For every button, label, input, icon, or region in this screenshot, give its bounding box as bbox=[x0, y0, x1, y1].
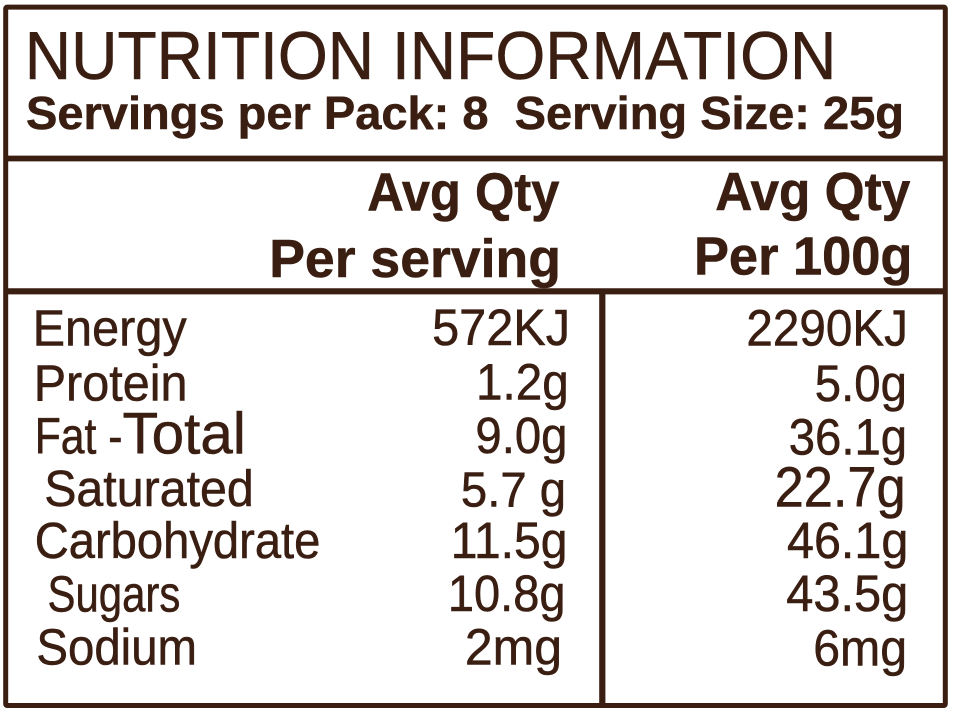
svg-text:Protein: Protein bbox=[34, 353, 188, 411]
svg-text:Sugars: Sugars bbox=[48, 565, 181, 623]
svg-text:2290KJ: 2290KJ bbox=[746, 299, 908, 357]
svg-text:2mg: 2mg bbox=[465, 618, 562, 676]
svg-text:Sodium: Sodium bbox=[36, 618, 197, 676]
svg-text:NUTRITION INFORMATION: NUTRITION INFORMATION bbox=[25, 19, 837, 94]
svg-text:Avg Qty: Avg Qty bbox=[715, 162, 910, 222]
svg-text:Servings per Pack: 8 Serving: Servings per Pack: 8 Serving Size: 25g bbox=[26, 87, 904, 139]
svg-text:Per 100g: Per 100g bbox=[694, 227, 912, 287]
svg-text:22.7g: 22.7g bbox=[775, 456, 906, 520]
svg-text:43.5g: 43.5g bbox=[786, 564, 908, 622]
svg-text:5.7 g: 5.7 g bbox=[461, 463, 566, 517]
svg-text:5.0g: 5.0g bbox=[815, 354, 907, 412]
svg-text:572KJ: 572KJ bbox=[432, 298, 570, 356]
svg-text:Energy: Energy bbox=[33, 298, 187, 356]
svg-text:Carbohydrate: Carbohydrate bbox=[35, 511, 321, 569]
svg-text:Avg Qty: Avg Qty bbox=[367, 162, 559, 222]
svg-text:11.5g: 11.5g bbox=[451, 511, 568, 569]
svg-text:Saturated: Saturated bbox=[44, 459, 254, 517]
svg-text:46.1g: 46.1g bbox=[787, 511, 908, 569]
svg-text:Fat -Total: Fat -Total bbox=[35, 402, 246, 467]
svg-text:1.2g: 1.2g bbox=[476, 353, 569, 411]
svg-text:36.1g: 36.1g bbox=[789, 408, 907, 466]
svg-text:Per serving: Per serving bbox=[269, 229, 561, 289]
svg-text:10.8g: 10.8g bbox=[448, 564, 566, 622]
svg-text:6mg: 6mg bbox=[813, 619, 907, 677]
svg-text:9.0g: 9.0g bbox=[475, 406, 567, 464]
